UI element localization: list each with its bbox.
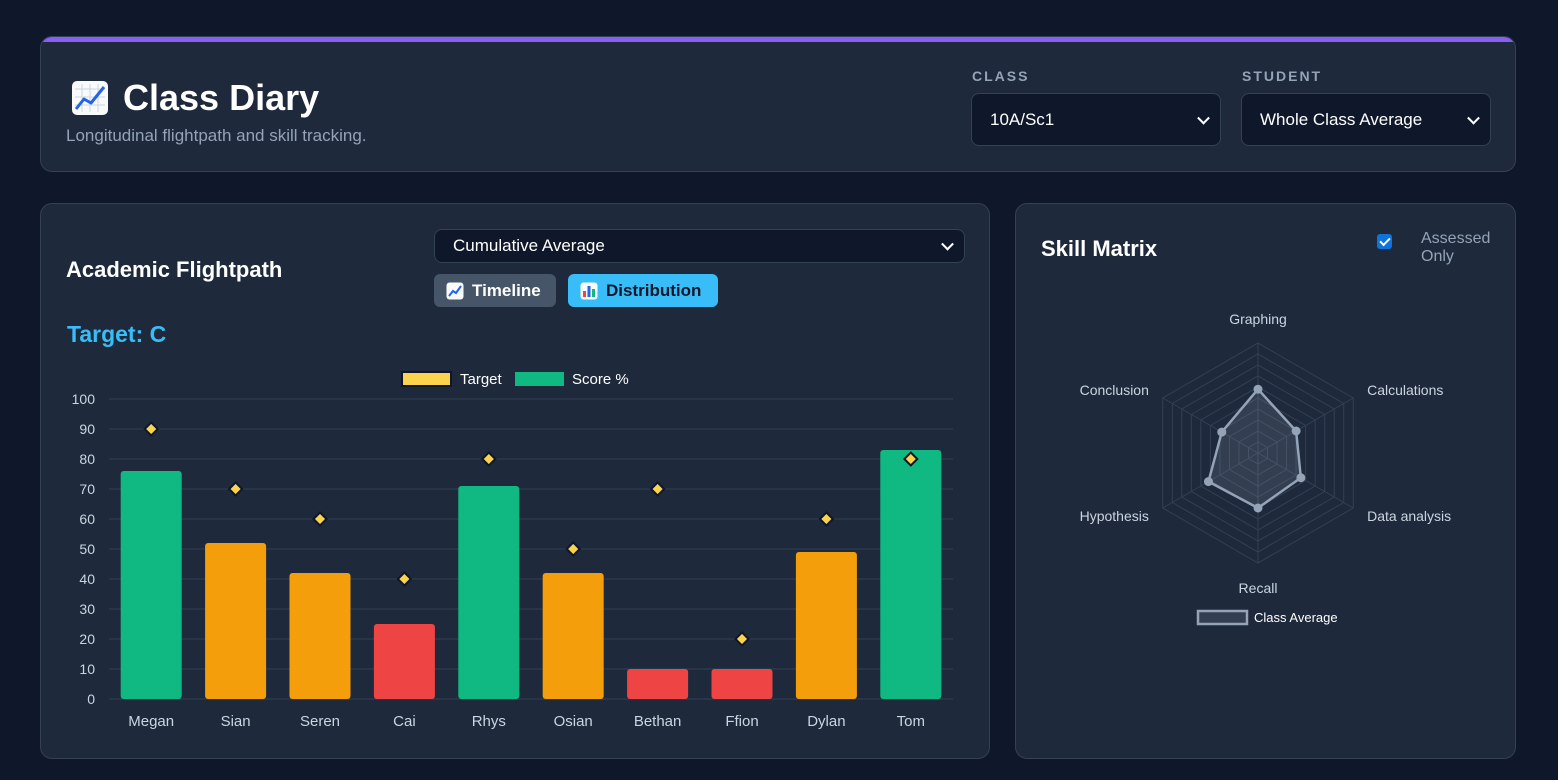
chart-increasing-icon [71,80,109,116]
class-select[interactable]: 10A/Sc1 [971,93,1221,146]
target-marker [143,421,160,437]
x-tick-label: Seren [300,713,340,730]
timeline-button[interactable]: Timeline [434,274,556,307]
score-bar [120,471,182,699]
score-bar [795,552,857,699]
radar-legend-label: Class Average [1254,610,1338,625]
radar-point [1217,427,1227,437]
score-bar [542,573,604,699]
x-tick-label: Sian [221,713,251,730]
chevron-down-icon [1197,111,1210,125]
mode-select[interactable]: Cumulative Average [434,229,965,263]
page-subtitle: Longitudinal flightpath and skill tracki… [66,126,367,145]
y-tick-label: 60 [79,511,95,527]
target-marker [396,571,413,587]
x-tick-label: Megan [128,713,174,730]
flightpath-title: Academic Flightpath [66,257,283,282]
radar-series-area [1206,387,1303,510]
student-select[interactable]: Whole Class Average [1241,93,1491,146]
y-tick-label: 0 [87,691,95,707]
skills-card: Skill Matrix Assessed Only Graphing Calcu… [1015,203,1516,759]
timeline-button-label: Timeline [472,280,541,300]
radar-spoke [1257,452,1354,509]
radar-point [1291,426,1301,436]
legend-label-target: Target [460,371,503,388]
x-tick-label: Osian [554,713,593,730]
y-tick-label: 100 [72,391,96,407]
score-bar [205,543,267,699]
target-marker [565,541,582,557]
mode-select-value: Cumulative Average [453,236,605,255]
y-tick-label: 20 [79,631,95,647]
distribution-chart: 0 10 20 30 40 50 60 70 80 90 100 Megan Sian Seren Cai R… [72,371,953,730]
student-label: STUDENT [1242,68,1323,84]
target-marker [818,511,835,527]
distribution-button-label: Distribution [606,280,702,300]
radar-axis-label: Hypothesis [1080,508,1149,524]
target-marker [227,481,244,497]
y-tick-label: 50 [79,541,95,557]
bar-chart-icon [580,282,598,300]
radar-axis-label: Graphing [1229,311,1287,327]
radar-spoke [1162,397,1259,454]
student-select-value: Whole Class Average [1260,109,1423,129]
radar-axis-label: Calculations [1367,382,1443,398]
page-title: Class Diary [123,77,320,118]
radar-point [1253,384,1263,394]
radar-axis-label: Data analysis [1367,508,1451,524]
y-tick-label: 40 [79,571,95,587]
y-tick-label: 80 [79,451,95,467]
y-tick-label: 90 [79,421,95,437]
radar-legend-swatch [1196,609,1249,626]
score-bar [289,573,351,699]
score-bar [373,624,435,699]
score-bar [458,486,520,699]
target-marker [480,451,497,467]
target-marker [312,511,328,527]
x-tick-label: Tom [897,713,925,730]
header-accent-bar [41,37,1515,42]
distribution-button[interactable]: Distribution [568,274,718,307]
skill-radar-chart: Graphing Calculations Data analysis Recall H… [1080,311,1451,626]
radar-point [1253,503,1263,513]
header-card: Class Diary Longitudinal flightpath and … [40,36,1516,172]
target-grade: Target: C [67,321,167,347]
app-title: Class Diary [71,77,319,119]
legend-swatch-score [515,372,564,386]
x-tick-label: Cai [393,713,416,730]
radar-axis-label: Recall [1239,580,1278,596]
class-select-value: 10A/Sc1 [990,109,1055,129]
flightpath-card: Academic Flightpath Cumulative Average T… [40,203,990,759]
assessed-only-label: Assessed Only [1421,230,1491,265]
score-bar [880,450,942,699]
assessed-only-checkbox[interactable] [1377,234,1392,249]
y-tick-label: 70 [79,481,95,497]
legend-swatch-target [401,371,452,387]
chevron-down-icon [1467,111,1480,125]
x-tick-label: Dylan [807,713,845,730]
target-marker [902,451,919,467]
skills-title: Skill Matrix [1041,236,1158,261]
chart-increasing-icon [446,282,464,300]
y-tick-label: 30 [79,601,95,617]
radar-point [1296,473,1306,483]
radar-axis-label: Conclusion [1080,382,1149,398]
score-bar [711,669,773,699]
y-tick-label: 10 [79,661,95,677]
radar-point [1203,477,1213,487]
target-marker [649,481,666,497]
target-marker [734,631,750,647]
class-label: CLASS [972,68,1030,84]
x-tick-label: Rhys [472,713,506,730]
legend-label-score: Score % [572,371,629,388]
x-tick-label: Bethan [634,713,682,730]
x-tick-label: Ffion [725,713,758,730]
score-bar [627,669,689,699]
radar-spoke [1257,397,1354,454]
